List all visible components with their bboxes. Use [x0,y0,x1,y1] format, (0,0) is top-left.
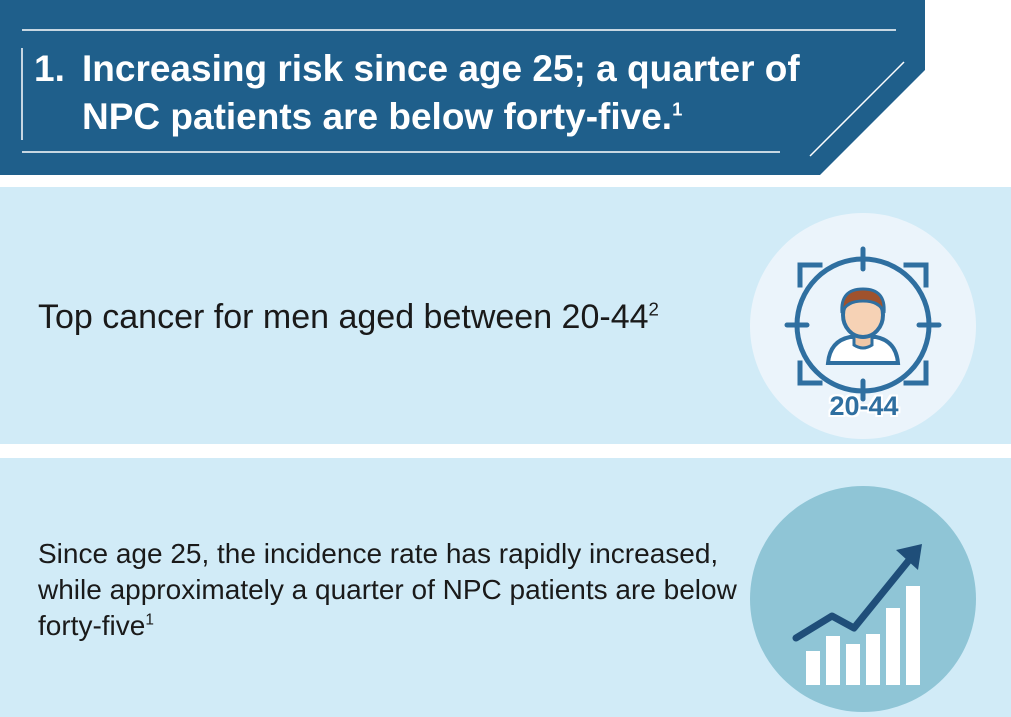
age-panel-text: Top cancer for men aged between 20-442 [38,296,659,338]
age-panel-statement: Top cancer for men aged between 20-44 [38,298,649,336]
age-panel: Top cancer for men aged between 20-442 [0,187,1011,444]
incidence-panel: Since age 25, the incidence rate has rap… [0,458,1011,717]
incidence-panel-text: Since age 25, the incidence rate has rap… [38,536,738,644]
header-title-text: Increasing risk since age 25; a quarter … [82,48,800,137]
age-range-badge: 20-44 [829,391,899,421]
rising-chart-icon [750,486,976,712]
age-panel-footnote: 2 [648,298,659,320]
header-banner: 1. Increasing risk since age 25; a quart… [0,0,925,175]
header-footnote: 1 [672,98,683,120]
header-number: 1. [34,48,65,89]
incidence-panel-footnote: 1 [145,611,154,629]
banner-shape [0,0,925,175]
header-title: 1. Increasing risk since age 25; a quart… [34,45,854,141]
target-person-icon: 20-44 [750,213,976,439]
incidence-panel-statement: Since age 25, the incidence rate has rap… [38,538,737,641]
